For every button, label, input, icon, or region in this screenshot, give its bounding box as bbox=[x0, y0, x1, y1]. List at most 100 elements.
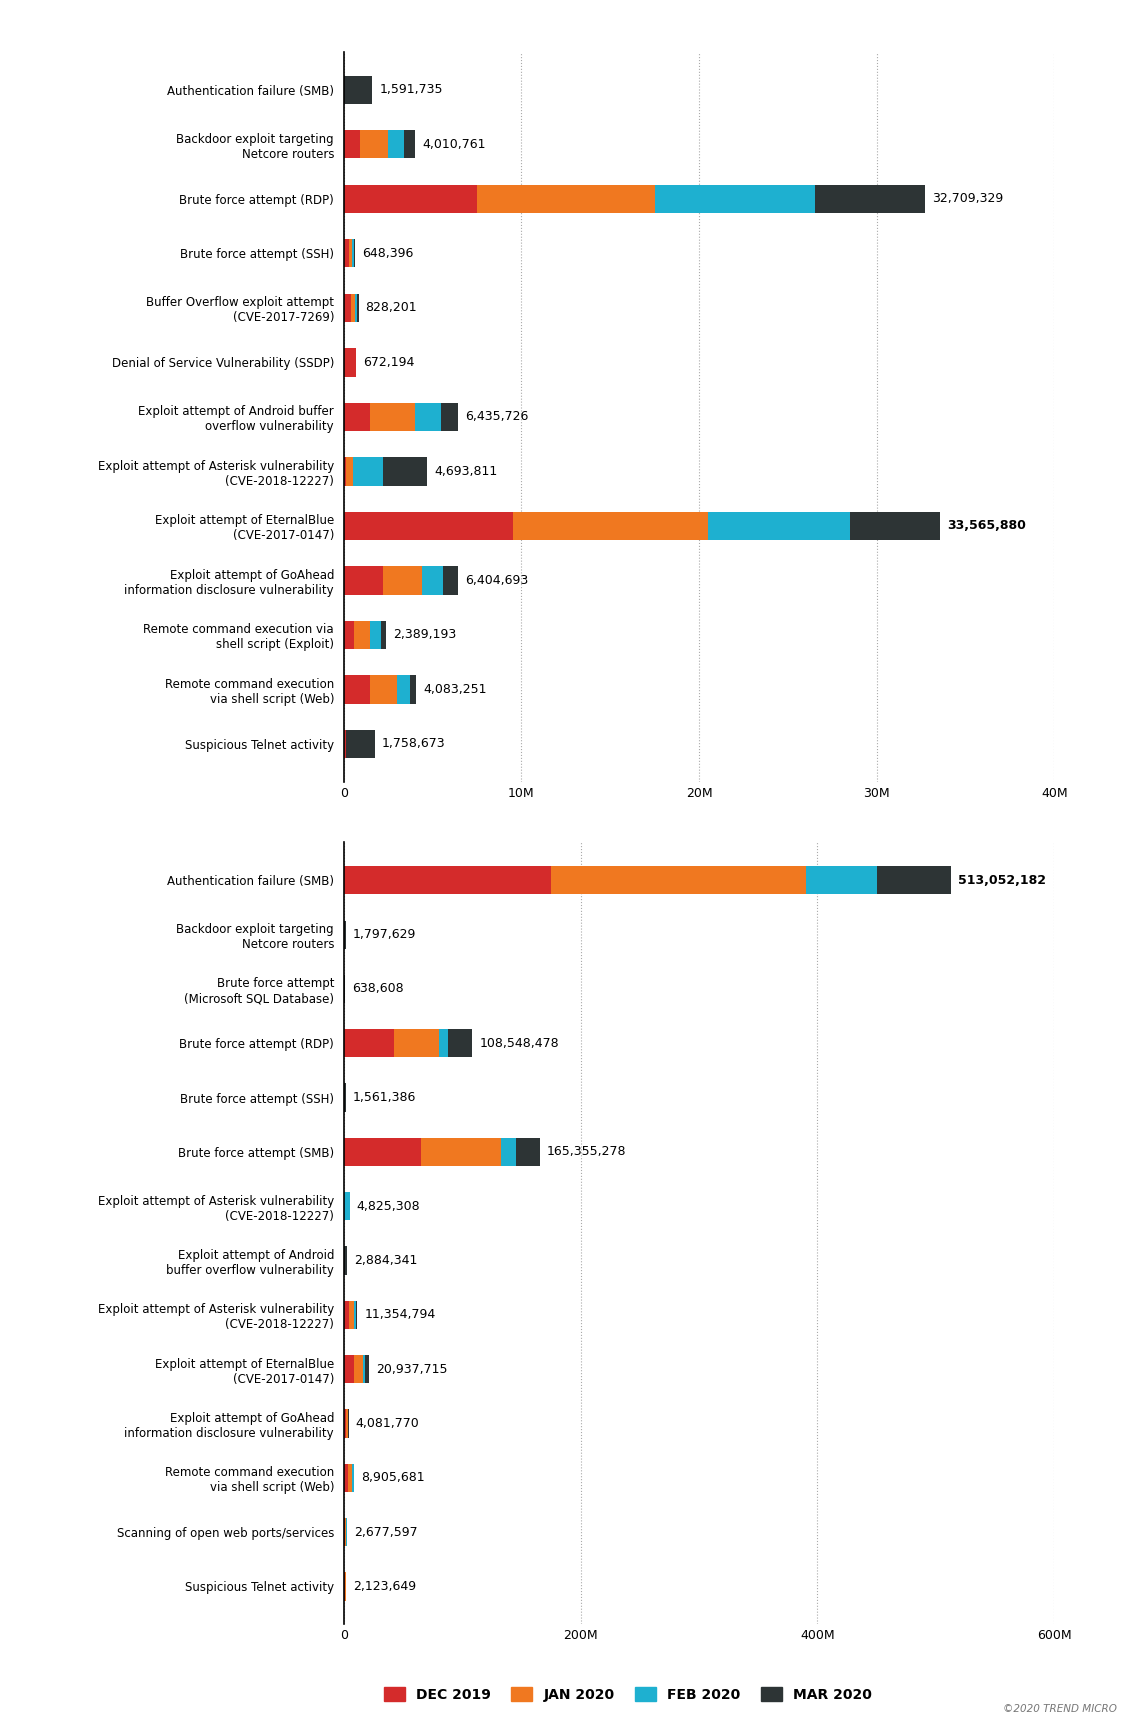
Bar bbox=[370, 676, 398, 703]
Text: 4,081,770: 4,081,770 bbox=[355, 1416, 419, 1430]
Text: 4,693,811: 4,693,811 bbox=[434, 464, 497, 478]
Text: 6,404,693: 6,404,693 bbox=[464, 574, 528, 586]
Bar bbox=[344, 184, 477, 213]
Bar bbox=[366, 1355, 369, 1384]
Bar bbox=[382, 621, 386, 650]
Text: 4,010,761: 4,010,761 bbox=[422, 138, 486, 151]
Text: 4,825,308: 4,825,308 bbox=[356, 1200, 421, 1212]
Bar bbox=[516, 1138, 540, 1165]
Bar bbox=[350, 239, 352, 268]
Bar bbox=[501, 1138, 516, 1165]
Text: 2,389,193: 2,389,193 bbox=[393, 629, 456, 641]
Bar bbox=[345, 1573, 346, 1600]
Text: 11,354,794: 11,354,794 bbox=[364, 1308, 435, 1322]
Text: 2,123,649: 2,123,649 bbox=[353, 1580, 416, 1594]
Text: 8,905,681: 8,905,681 bbox=[361, 1471, 425, 1483]
Text: 1,561,386: 1,561,386 bbox=[353, 1092, 416, 1104]
Bar bbox=[346, 457, 353, 485]
Bar bbox=[344, 1138, 421, 1165]
Text: 2,884,341: 2,884,341 bbox=[354, 1255, 417, 1267]
Legend: DEC 2018, JAN 2019, FEB 2019, MAR 2019: DEC 2018, JAN 2019, FEB 2019, MAR 2019 bbox=[378, 847, 878, 873]
Legend: DEC 2019, JAN 2020, FEB 2020, MAR 2020: DEC 2019, JAN 2020, FEB 2020, MAR 2020 bbox=[378, 1681, 878, 1707]
Bar bbox=[360, 131, 388, 158]
Bar bbox=[877, 866, 951, 894]
Bar bbox=[477, 184, 654, 213]
Bar bbox=[354, 1355, 363, 1384]
Bar bbox=[354, 1301, 356, 1329]
Text: 108,548,478: 108,548,478 bbox=[479, 1037, 559, 1050]
Text: 638,608: 638,608 bbox=[352, 983, 403, 995]
Bar bbox=[344, 621, 354, 650]
Bar bbox=[444, 566, 457, 595]
Bar bbox=[344, 566, 383, 595]
Bar bbox=[398, 676, 409, 703]
Bar bbox=[551, 866, 806, 894]
Bar bbox=[708, 512, 850, 540]
Bar bbox=[344, 1410, 346, 1437]
Bar bbox=[415, 402, 441, 431]
Text: 648,396: 648,396 bbox=[362, 248, 414, 260]
Bar bbox=[346, 731, 375, 758]
Bar bbox=[370, 621, 382, 650]
Bar bbox=[370, 402, 415, 431]
Text: 20,937,715: 20,937,715 bbox=[376, 1363, 447, 1375]
Bar bbox=[344, 457, 346, 485]
Bar bbox=[344, 294, 351, 321]
Bar bbox=[383, 457, 427, 485]
Bar bbox=[351, 294, 355, 321]
Bar bbox=[352, 1463, 354, 1492]
Bar bbox=[344, 1518, 345, 1547]
Bar bbox=[346, 1410, 347, 1437]
Bar bbox=[345, 1518, 346, 1547]
Bar bbox=[344, 1301, 348, 1329]
Bar bbox=[344, 402, 370, 431]
Bar bbox=[654, 184, 815, 213]
Bar bbox=[353, 457, 383, 485]
Bar bbox=[422, 566, 444, 595]
Bar bbox=[344, 920, 346, 949]
Bar bbox=[344, 1463, 348, 1492]
Text: 165,355,278: 165,355,278 bbox=[547, 1145, 626, 1159]
Bar bbox=[344, 676, 370, 703]
Bar bbox=[355, 294, 358, 321]
Bar bbox=[815, 184, 925, 213]
Bar bbox=[344, 131, 360, 158]
Bar bbox=[448, 1030, 472, 1057]
Bar bbox=[354, 239, 355, 268]
Text: 6,435,726: 6,435,726 bbox=[465, 411, 528, 423]
Bar bbox=[512, 512, 708, 540]
Bar bbox=[363, 1355, 366, 1384]
Bar bbox=[850, 512, 940, 540]
Bar bbox=[409, 676, 416, 703]
Bar bbox=[421, 1138, 501, 1165]
Bar bbox=[393, 1030, 439, 1057]
Text: 513,052,182: 513,052,182 bbox=[958, 873, 1046, 887]
Bar bbox=[344, 239, 350, 268]
Bar bbox=[348, 1301, 354, 1329]
Bar bbox=[344, 1246, 347, 1275]
Bar bbox=[439, 1030, 448, 1057]
Bar bbox=[352, 239, 354, 268]
Text: 4,083,251: 4,083,251 bbox=[423, 682, 487, 696]
Bar bbox=[388, 131, 405, 158]
Text: 828,201: 828,201 bbox=[366, 301, 417, 315]
Text: 33,565,880: 33,565,880 bbox=[947, 519, 1026, 533]
Bar bbox=[354, 621, 370, 650]
Bar bbox=[344, 731, 346, 758]
Text: 2,677,597: 2,677,597 bbox=[354, 1526, 417, 1539]
Bar bbox=[344, 1083, 346, 1112]
Bar bbox=[344, 1191, 350, 1220]
Bar bbox=[344, 866, 551, 894]
Bar bbox=[441, 402, 458, 431]
Bar bbox=[806, 866, 877, 894]
Text: 1,758,673: 1,758,673 bbox=[382, 737, 446, 751]
Bar bbox=[383, 566, 422, 595]
Text: 672,194: 672,194 bbox=[363, 356, 414, 370]
Bar bbox=[358, 294, 359, 321]
Bar bbox=[344, 1030, 393, 1057]
Bar bbox=[348, 1463, 352, 1492]
Bar bbox=[344, 512, 512, 540]
Bar bbox=[344, 1355, 354, 1384]
Text: 1,797,629: 1,797,629 bbox=[353, 928, 416, 940]
Text: 32,709,329: 32,709,329 bbox=[932, 193, 1003, 205]
